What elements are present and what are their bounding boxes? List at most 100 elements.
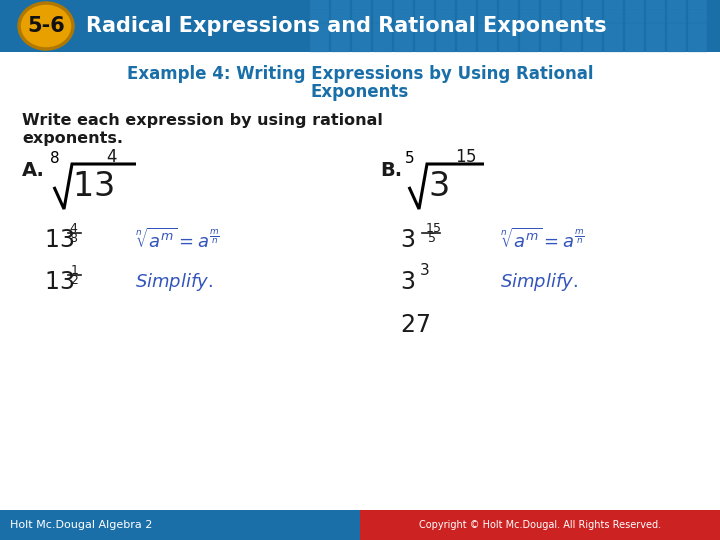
FancyBboxPatch shape (478, 37, 497, 52)
Text: $4$: $4$ (69, 221, 78, 234)
FancyBboxPatch shape (0, 0, 720, 52)
FancyBboxPatch shape (436, 0, 455, 9)
FancyBboxPatch shape (667, 0, 686, 9)
Text: $4$: $4$ (106, 148, 117, 166)
Text: Exponents: Exponents (311, 83, 409, 101)
Text: A.: A. (22, 160, 45, 179)
FancyBboxPatch shape (436, 23, 455, 38)
Text: B.: B. (380, 160, 402, 179)
Text: $27$: $27$ (400, 313, 430, 337)
FancyBboxPatch shape (688, 0, 707, 9)
FancyBboxPatch shape (478, 0, 497, 9)
FancyBboxPatch shape (352, 23, 371, 38)
FancyBboxPatch shape (415, 37, 434, 52)
FancyBboxPatch shape (688, 8, 707, 23)
FancyBboxPatch shape (331, 37, 350, 52)
FancyBboxPatch shape (541, 8, 560, 23)
Text: $3$: $3$ (428, 171, 449, 204)
FancyBboxPatch shape (541, 23, 560, 38)
FancyBboxPatch shape (331, 23, 350, 38)
FancyBboxPatch shape (604, 8, 623, 23)
Text: $8$: $8$ (69, 232, 78, 245)
FancyBboxPatch shape (394, 8, 413, 23)
FancyBboxPatch shape (667, 23, 686, 38)
FancyBboxPatch shape (604, 0, 623, 9)
FancyBboxPatch shape (520, 23, 539, 38)
FancyBboxPatch shape (541, 37, 560, 52)
Text: $5$: $5$ (426, 232, 436, 245)
Text: Holt Mc.Dougal Algebra 2: Holt Mc.Dougal Algebra 2 (10, 520, 153, 530)
FancyBboxPatch shape (310, 8, 329, 23)
FancyBboxPatch shape (625, 37, 644, 52)
Text: $\mathit{Simplify.}$: $\mathit{Simplify.}$ (135, 271, 213, 293)
Text: 8: 8 (50, 151, 60, 166)
FancyBboxPatch shape (415, 8, 434, 23)
FancyBboxPatch shape (562, 0, 581, 9)
Text: $\mathit{Simplify.}$: $\mathit{Simplify.}$ (500, 271, 578, 293)
FancyBboxPatch shape (688, 23, 707, 38)
FancyBboxPatch shape (310, 37, 329, 52)
Text: 5-6: 5-6 (27, 16, 65, 36)
FancyBboxPatch shape (360, 510, 720, 540)
FancyBboxPatch shape (646, 37, 665, 52)
FancyBboxPatch shape (394, 37, 413, 52)
Text: $\sqrt[n]{a^m}=a^{\frac{m}{n}}$: $\sqrt[n]{a^m}=a^{\frac{m}{n}}$ (135, 228, 220, 252)
FancyBboxPatch shape (415, 23, 434, 38)
FancyBboxPatch shape (688, 37, 707, 52)
FancyBboxPatch shape (499, 0, 518, 9)
FancyBboxPatch shape (331, 8, 350, 23)
Text: $\sqrt[n]{a^m}=a^{\frac{m}{n}}$: $\sqrt[n]{a^m}=a^{\frac{m}{n}}$ (500, 228, 585, 252)
FancyBboxPatch shape (604, 23, 623, 38)
Text: $15$: $15$ (455, 148, 477, 166)
Text: $13$: $13$ (72, 171, 114, 204)
FancyBboxPatch shape (373, 37, 392, 52)
FancyBboxPatch shape (625, 23, 644, 38)
FancyBboxPatch shape (499, 23, 518, 38)
FancyBboxPatch shape (562, 8, 581, 23)
FancyBboxPatch shape (352, 8, 371, 23)
FancyBboxPatch shape (646, 23, 665, 38)
FancyBboxPatch shape (520, 8, 539, 23)
Text: $3$: $3$ (400, 228, 415, 252)
FancyBboxPatch shape (373, 8, 392, 23)
FancyBboxPatch shape (436, 8, 455, 23)
FancyBboxPatch shape (457, 0, 476, 9)
FancyBboxPatch shape (457, 37, 476, 52)
FancyBboxPatch shape (583, 37, 602, 52)
Text: $3$: $3$ (419, 262, 430, 278)
FancyBboxPatch shape (310, 23, 329, 38)
FancyBboxPatch shape (310, 0, 329, 9)
FancyBboxPatch shape (499, 8, 518, 23)
FancyBboxPatch shape (604, 37, 623, 52)
FancyBboxPatch shape (625, 0, 644, 9)
FancyBboxPatch shape (352, 37, 371, 52)
FancyBboxPatch shape (394, 23, 413, 38)
Text: $13$: $13$ (44, 228, 74, 252)
FancyBboxPatch shape (625, 8, 644, 23)
FancyBboxPatch shape (478, 8, 497, 23)
FancyBboxPatch shape (541, 0, 560, 9)
Ellipse shape (19, 3, 73, 49)
FancyBboxPatch shape (562, 23, 581, 38)
FancyBboxPatch shape (646, 0, 665, 9)
FancyBboxPatch shape (520, 37, 539, 52)
FancyBboxPatch shape (415, 0, 434, 9)
FancyBboxPatch shape (562, 37, 581, 52)
Text: Copyright © Holt Mc.Dougal. All Rights Reserved.: Copyright © Holt Mc.Dougal. All Rights R… (419, 520, 661, 530)
Text: $1$: $1$ (70, 264, 78, 276)
FancyBboxPatch shape (331, 0, 350, 9)
FancyBboxPatch shape (352, 0, 371, 9)
FancyBboxPatch shape (394, 0, 413, 9)
Text: $13$: $13$ (44, 270, 74, 294)
FancyBboxPatch shape (436, 37, 455, 52)
Text: $3$: $3$ (400, 270, 415, 294)
Text: Write each expression by using rational: Write each expression by using rational (22, 112, 383, 127)
FancyBboxPatch shape (457, 23, 476, 38)
FancyBboxPatch shape (667, 8, 686, 23)
Text: 5: 5 (405, 151, 415, 166)
FancyBboxPatch shape (667, 37, 686, 52)
Text: Example 4: Writing Expressions by Using Rational: Example 4: Writing Expressions by Using … (127, 65, 593, 83)
Text: $2$: $2$ (70, 273, 78, 287)
Text: $15$: $15$ (425, 221, 442, 234)
FancyBboxPatch shape (646, 8, 665, 23)
